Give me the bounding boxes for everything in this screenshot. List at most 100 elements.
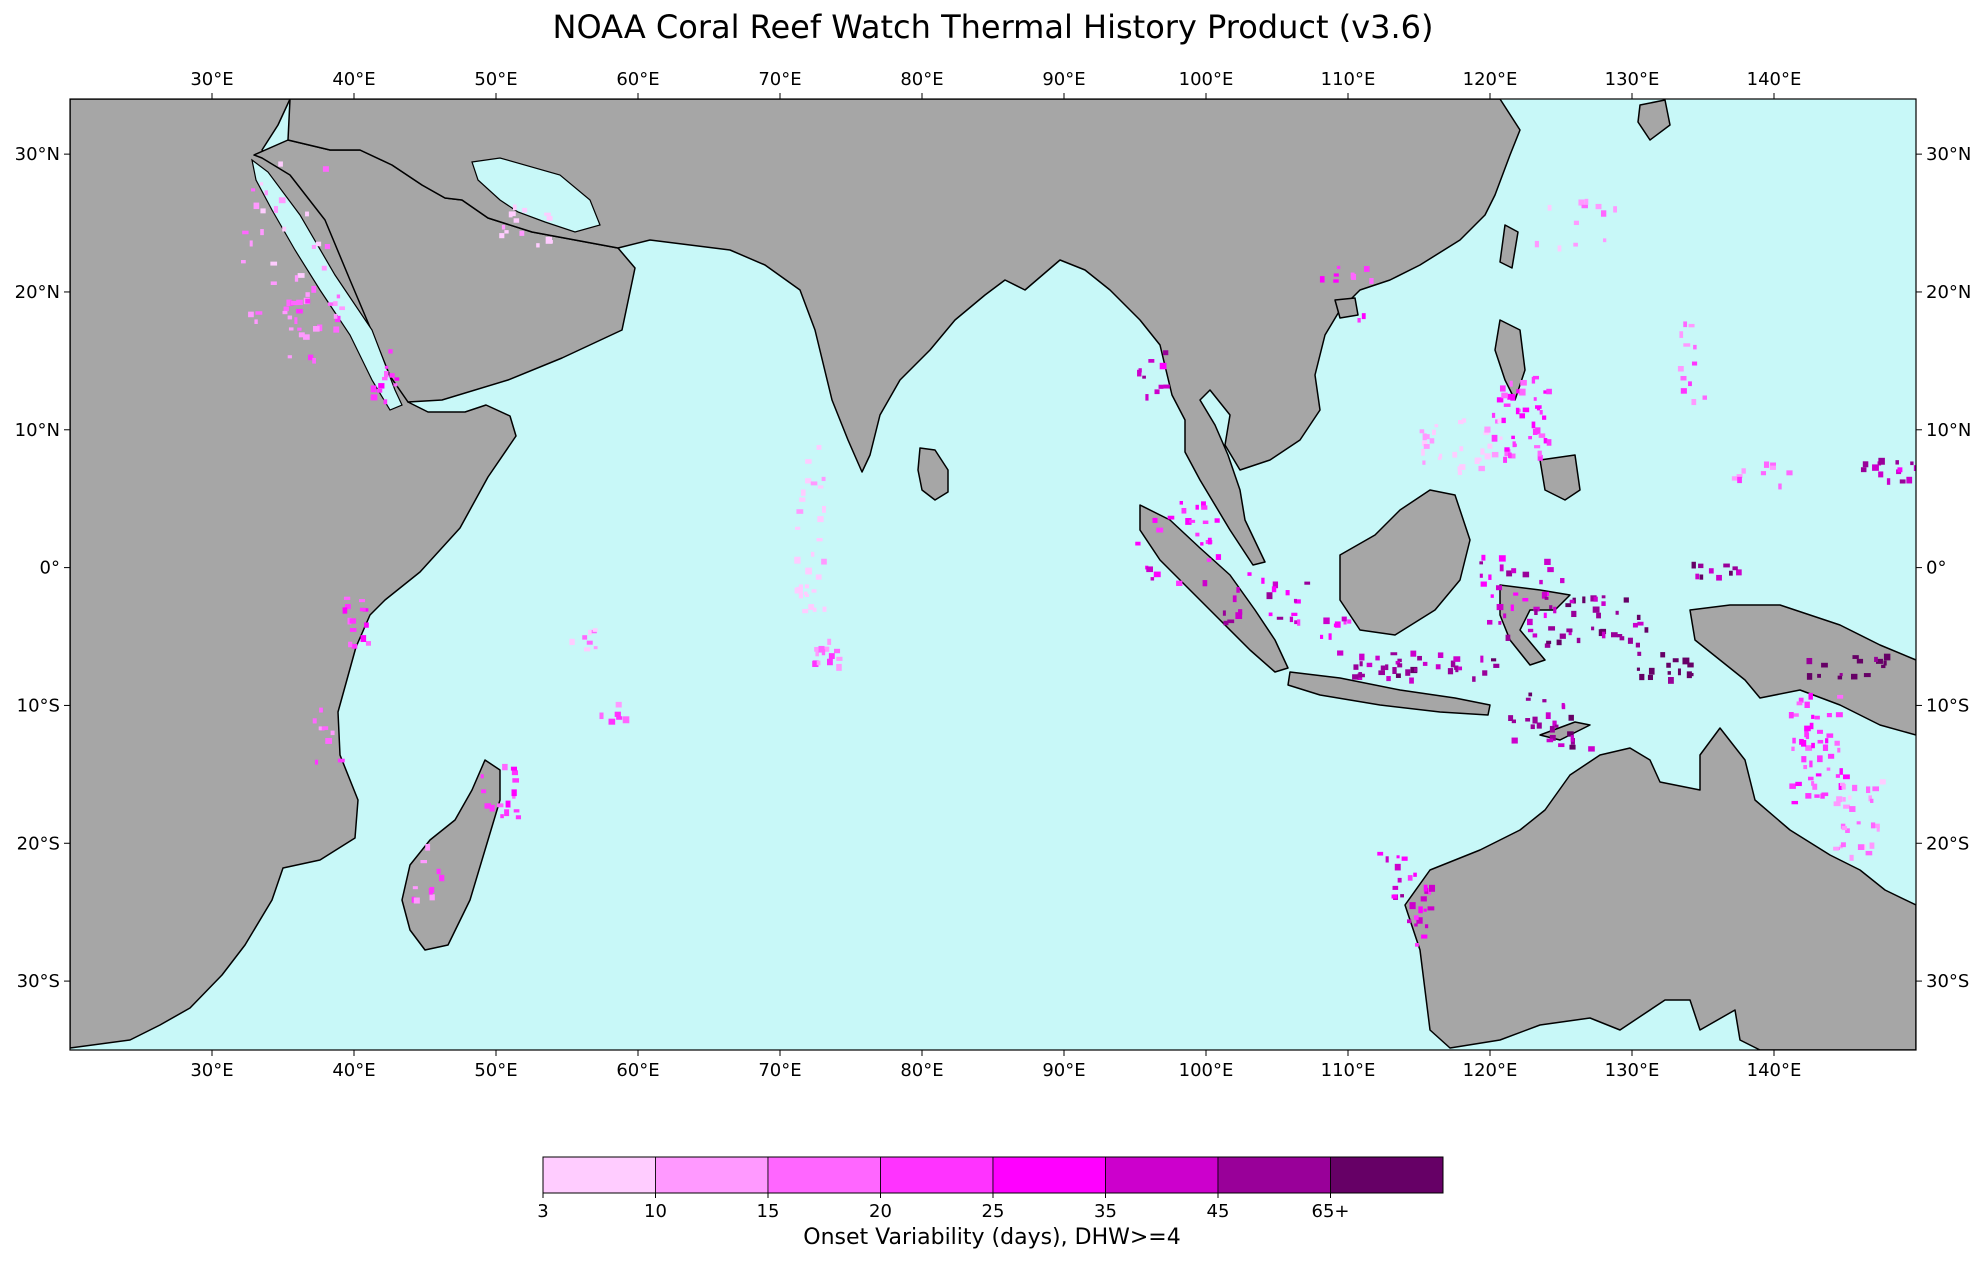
hotspot-pixel xyxy=(286,299,292,307)
hotspot-pixel xyxy=(1528,692,1533,697)
hotspot-pixel xyxy=(1552,720,1557,727)
hotspot-pixel xyxy=(270,261,278,266)
hotspot-pixel xyxy=(1567,731,1574,737)
hotspot-pixel xyxy=(1639,673,1645,681)
hotspot-pixel xyxy=(389,373,395,378)
hotspot-pixel xyxy=(314,759,319,765)
hotspot-pixel xyxy=(811,589,817,593)
hotspot-pixel xyxy=(1636,667,1640,671)
hotspot-pixel xyxy=(1833,801,1841,807)
hotspot-pixel xyxy=(1667,677,1674,684)
hotspot-pixel xyxy=(1414,943,1419,947)
colorbar-tick-label: 35 xyxy=(1094,1201,1117,1222)
hotspot-pixel xyxy=(1507,393,1514,400)
hotspot-pixel xyxy=(264,190,268,196)
hotspot-pixel xyxy=(255,311,263,315)
hotspot-pixel xyxy=(388,349,393,354)
hotspot-pixel xyxy=(1479,573,1483,578)
hotspot-pixel xyxy=(833,648,841,654)
hotspot-pixel xyxy=(1729,570,1733,576)
java xyxy=(1287,671,1491,716)
hotspot-pixel xyxy=(315,241,322,247)
hotspot-pixel xyxy=(1153,571,1161,578)
hotspot-pixel xyxy=(588,629,592,636)
hotspot-pixel xyxy=(794,556,801,564)
hotspot-pixel xyxy=(1820,793,1825,799)
hotspot-pixel xyxy=(1510,604,1514,612)
hotspot-pixel xyxy=(1856,821,1861,825)
hotspot-pixel xyxy=(805,459,812,464)
hotspot-pixel xyxy=(549,240,553,244)
hotspot-pixel xyxy=(429,894,435,901)
hotspot-pixel xyxy=(1866,786,1871,794)
hotspot-pixel xyxy=(1380,665,1385,671)
hotspot-pixel xyxy=(1478,465,1485,472)
longitude-ticks-top: 30°E 40°E 50°E 60°E 70°E 80°E 90°E 100°E 110°E 12… xyxy=(190,69,1801,99)
lon-tick-label-bottom: 40°E xyxy=(332,1060,375,1081)
hotspot-pixel xyxy=(370,394,378,401)
hotspot-pixel xyxy=(1437,456,1442,461)
hotspot-pixel xyxy=(1396,855,1400,859)
hotspot-pixel xyxy=(1817,739,1824,744)
hotspot-pixel xyxy=(1392,667,1397,674)
hotspot-pixel xyxy=(805,478,812,484)
hotspot-pixel xyxy=(1910,461,1914,466)
hotspot-pixel xyxy=(1547,567,1554,573)
hotspot-pixel xyxy=(312,718,317,724)
hotspot-pixel xyxy=(1531,421,1536,429)
hotspot-pixel xyxy=(1546,640,1552,644)
lat-tick-label-left: 20°S xyxy=(17,833,60,854)
hotspot-pixel xyxy=(1533,606,1540,612)
hotspot-pixel xyxy=(1821,792,1829,797)
hotspot-pixel xyxy=(1648,667,1655,675)
hotspot-pixel xyxy=(1573,220,1579,226)
hotspot-pixel xyxy=(511,770,519,776)
hotspot-pixel xyxy=(1391,894,1398,899)
hotspot-pixel xyxy=(1276,616,1284,620)
hotspot-pixel xyxy=(593,646,598,650)
hotspot-pixel xyxy=(1410,666,1418,674)
hotspot-pixel xyxy=(1232,595,1237,603)
hotspot-pixel xyxy=(1395,673,1401,678)
hotspot-pixel xyxy=(1857,844,1865,850)
hotspot-pixel xyxy=(1366,662,1373,668)
hotspot-pixel xyxy=(1527,628,1534,633)
hotspot-pixel xyxy=(586,640,593,645)
colorbar-tick-label: 65+ xyxy=(1312,1201,1350,1222)
hotspot-pixel xyxy=(1531,376,1536,384)
hotspot-pixel xyxy=(508,211,513,218)
lon-tick-label-bottom: 110°E xyxy=(1321,1060,1376,1081)
hotspot-pixel xyxy=(1385,664,1389,671)
hotspot-pixel xyxy=(1336,265,1341,270)
hotspot-pixel xyxy=(808,604,815,610)
hotspot-pixel xyxy=(323,726,329,730)
hotspot-pixel xyxy=(1498,555,1506,562)
hotspot-pixel xyxy=(1438,453,1443,459)
hotspot-pixel xyxy=(259,182,264,186)
hotspot-pixel xyxy=(502,763,508,771)
hotspot-pixel xyxy=(1543,438,1548,444)
hotspot-pixel xyxy=(1507,452,1512,459)
lat-tick-label-right: 30°S xyxy=(1926,971,1969,992)
hotspot-pixel xyxy=(1499,436,1503,440)
hotspot-pixel xyxy=(480,774,484,779)
lon-tick-label-top: 120°E xyxy=(1463,69,1518,90)
hotspot-pixel xyxy=(1560,578,1565,584)
hotspot-pixel xyxy=(1623,597,1629,603)
hotspot-pixel xyxy=(1333,623,1340,628)
hotspot-pixel xyxy=(1369,278,1374,284)
lon-tick-label-bottom: 140°E xyxy=(1747,1060,1802,1081)
colorbar-swatch xyxy=(655,1156,769,1194)
hotspot-pixel xyxy=(1201,501,1206,508)
hotspot-pixel xyxy=(1796,701,1803,706)
colorbar-swatch xyxy=(1330,1156,1444,1194)
hotspot-pixel xyxy=(1375,655,1380,661)
hotspot-pixel xyxy=(1516,389,1520,394)
hotspot-pixel xyxy=(1842,797,1846,802)
hotspot-pixel xyxy=(1423,884,1428,892)
hotspot-pixel xyxy=(1547,204,1552,211)
hotspot-pixel xyxy=(1708,568,1714,574)
hotspot-pixel xyxy=(1672,658,1679,663)
colorbar-swatch xyxy=(992,1156,1106,1194)
hotspot-pixel xyxy=(1613,206,1617,213)
